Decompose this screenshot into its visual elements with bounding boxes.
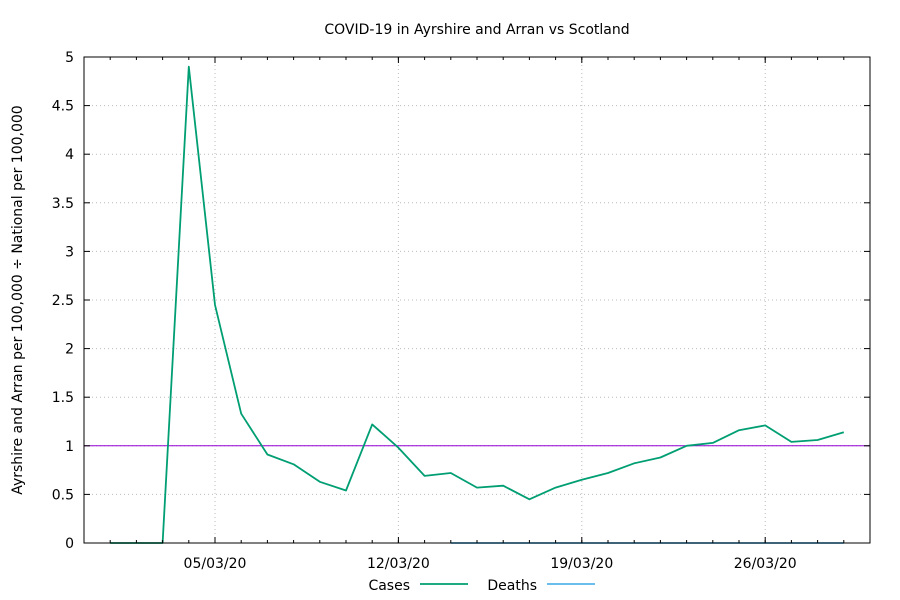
y-tick-label: 0.5 bbox=[52, 487, 74, 503]
x-tick-label: 05/03/20 bbox=[184, 556, 247, 572]
chart-title: COVID-19 in Ayrshire and Arran vs Scotla… bbox=[324, 22, 629, 38]
y-tick-label: 5 bbox=[65, 50, 74, 66]
gridlines bbox=[84, 57, 870, 543]
y-tick-label: 1 bbox=[65, 439, 74, 455]
x-tick-label: 12/03/20 bbox=[367, 556, 430, 572]
y-tick-label: 0 bbox=[65, 536, 74, 552]
y-tick-label: 3.5 bbox=[52, 196, 74, 212]
y-tick-label: 2 bbox=[65, 342, 74, 358]
axis-ticks: 0 0.5 1 1.5 2 2.5 3 3.5 4 4.5 5 05/03/20 12/03/20 19/… bbox=[52, 50, 871, 572]
legend-label-deaths: Deaths bbox=[487, 578, 537, 594]
y-tick-label: 3 bbox=[65, 244, 74, 260]
x-tick-label: 19/03/20 bbox=[550, 556, 613, 572]
y-axis-label: Ayrshire and Arran per 100,000 ÷ Nationa… bbox=[10, 105, 26, 494]
y-tick-label: 1.5 bbox=[52, 390, 74, 406]
series-line-cases bbox=[110, 65, 845, 544]
legend: Cases Deaths bbox=[368, 578, 595, 594]
y-tick-label: 4 bbox=[65, 147, 74, 163]
x-tick-label: 26/03/20 bbox=[734, 556, 797, 572]
y-tick-label: 4.5 bbox=[52, 99, 74, 115]
y-tick-label: 2.5 bbox=[52, 293, 74, 309]
legend-label-cases: Cases bbox=[368, 578, 410, 594]
